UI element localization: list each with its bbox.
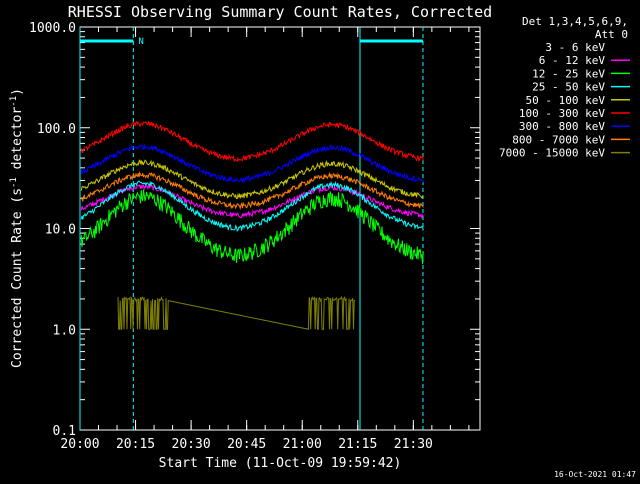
- legend-entry-label: 6 - 12 keV: [539, 54, 606, 67]
- legend-entry-label: 100 - 300 keV: [519, 107, 605, 120]
- series-line: [80, 144, 424, 184]
- y-tick-label: 1.0: [53, 323, 76, 338]
- legend-entry-label: 3 - 6 keV: [545, 41, 605, 54]
- y-axis-label-mid: detector: [10, 107, 25, 178]
- legend-entry-label: 50 - 100 keV: [526, 94, 606, 107]
- series-line: [80, 120, 424, 163]
- night-marker-label: N: [138, 37, 143, 47]
- legend-entry-label: 25 - 50 keV: [532, 81, 605, 94]
- y-tick-label: 100.0: [37, 122, 76, 137]
- x-tick-label: 21:00: [283, 437, 322, 452]
- series-line: [80, 180, 424, 232]
- y-tick-label: 10.0: [45, 223, 76, 238]
- legend-entry-label: 300 - 800 keV: [519, 120, 605, 133]
- y-axis-label-suffix: ): [10, 88, 25, 96]
- series-line: [80, 170, 424, 211]
- legend-header: Att 0: [595, 28, 628, 41]
- plot-area: 0.1 1.0 10.0 100.0 1000.0 20:00 20:15 20:30 20:4…: [29, 21, 481, 452]
- legend-header: Det 1,3,4,5,6,9,: [522, 15, 628, 28]
- y-tick-label: 1000.0: [29, 21, 76, 36]
- chart-title: RHESSI Observing Summary Count Rates, Co…: [68, 3, 492, 21]
- y-axis-label-exp2: -1: [9, 96, 19, 107]
- x-axis-label: Start Time (11-Oct-09 19:59:42): [159, 456, 402, 471]
- series-line: [80, 189, 424, 264]
- legend-entry-label: 800 - 7000 keV: [512, 133, 605, 146]
- plot-frame: [79, 26, 481, 431]
- svg-text:Corrected Count Rate (s-1 dete: Corrected Count Rate (s-1 detector-1): [9, 88, 25, 368]
- x-tick-label: 20:30: [172, 437, 211, 452]
- series-line: [80, 183, 424, 220]
- legend-entry-label: 7000 - 15000 keV: [499, 147, 605, 160]
- x-tick-label: 20:15: [116, 437, 155, 452]
- x-tick-label: 20:00: [60, 437, 99, 452]
- x-tick-label: 21:30: [394, 437, 433, 452]
- x-tick-label: 21:15: [338, 437, 377, 452]
- legend-entry-label: 12 - 25 keV: [532, 67, 605, 80]
- y-axis-label-exp1: -1: [9, 177, 19, 188]
- y-tick-label: 0.1: [53, 424, 76, 439]
- y-axis-label-prefix: Corrected Count Rate (s: [10, 188, 25, 368]
- x-tick-label: 20:45: [227, 437, 266, 452]
- footer-timestamp: 16-Oct-2021 01:47: [554, 470, 636, 479]
- series-line: [117, 295, 355, 330]
- series-line: [80, 159, 424, 200]
- y-axis-label: Corrected Count Rate (s-1 detector-1): [9, 88, 25, 368]
